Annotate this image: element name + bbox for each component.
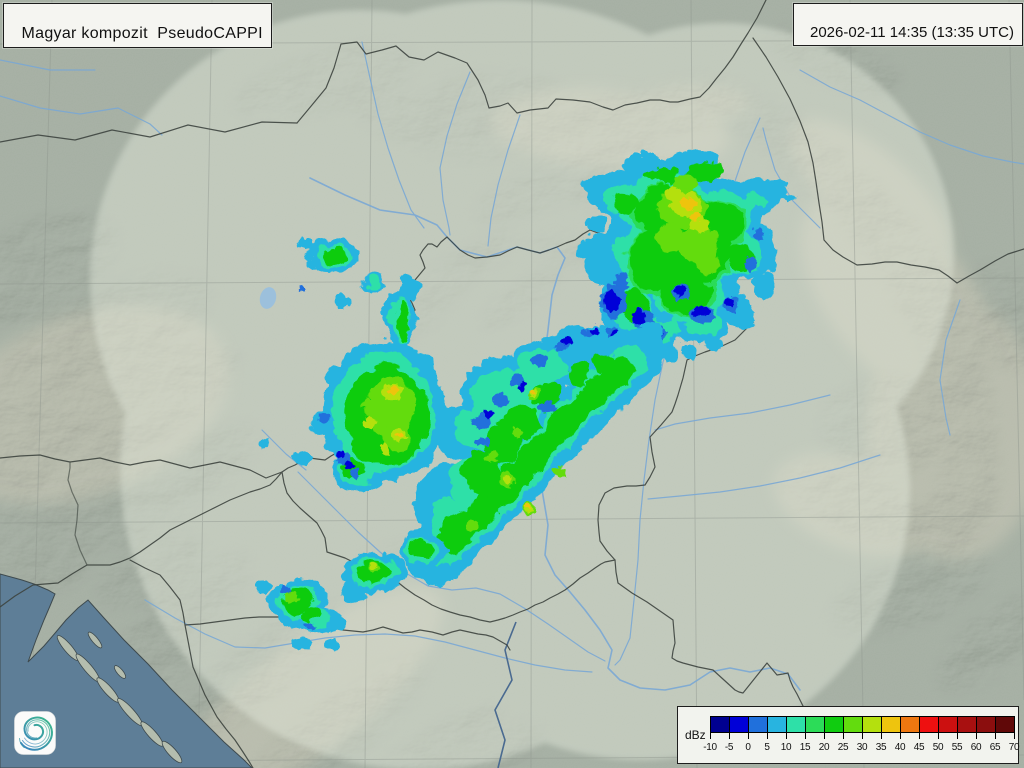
timestamp-label: 2026-02-11 14:35 (13:35 UTC) xyxy=(809,24,1014,41)
legend-tick xyxy=(729,732,730,739)
timestamp-box: 2026-02-11 14:35 (13:35 UTC) xyxy=(792,3,1023,46)
river-sava xyxy=(144,599,593,673)
river-drava xyxy=(297,471,606,662)
legend-tick-label: 70 xyxy=(1008,742,1020,753)
border-north xyxy=(296,0,767,124)
spiral-icon xyxy=(19,716,53,751)
echo-south-cyan-dots xyxy=(254,580,337,648)
border-at-slo xyxy=(0,454,283,479)
legend-tick xyxy=(995,732,996,739)
legend-color-cell xyxy=(900,716,920,733)
legend-tick xyxy=(824,732,825,739)
reflectivity-legend: dBz -10 -5 0 5 10 15 20 25 30 35 40 45 50 55 60 65 70 xyxy=(677,706,1020,764)
echo-south-yellowgreen xyxy=(367,562,375,568)
legend-tick-label: 50 xyxy=(932,742,944,753)
echo-ne-yellow xyxy=(678,196,699,218)
river-olt xyxy=(939,299,961,436)
islands xyxy=(56,631,183,764)
echo-west-darkblue xyxy=(334,449,352,467)
legend-color-cell xyxy=(976,716,996,733)
legend-color-scale xyxy=(710,716,1015,733)
radar-echo-layer xyxy=(254,146,794,648)
legend-tick-label: 15 xyxy=(799,742,811,753)
legend-tick xyxy=(748,732,749,739)
legend-tick xyxy=(938,732,939,739)
echo-band-darkblue xyxy=(481,327,616,416)
border-it-slo xyxy=(67,461,88,566)
legend-color-cell xyxy=(805,716,825,733)
legend-tick xyxy=(919,732,920,739)
legend-color-cell xyxy=(729,716,749,733)
met-service-logo xyxy=(14,711,56,755)
legend-tick-label: -5 xyxy=(724,742,734,753)
legend-tick xyxy=(976,732,977,739)
legend-color-cell xyxy=(767,716,787,733)
legend-tick-label: 55 xyxy=(951,742,963,753)
legend-unit-label: dBz xyxy=(685,728,706,742)
river-koros xyxy=(654,394,831,431)
legend-color-cell xyxy=(710,716,730,733)
legend-tick xyxy=(767,732,768,739)
legend-tick-label: 40 xyxy=(894,742,906,753)
river-maros xyxy=(647,454,881,500)
legend-color-cell xyxy=(843,716,863,733)
river-small-top xyxy=(0,59,96,71)
legend-color-cell xyxy=(919,716,939,733)
legend-tick xyxy=(843,732,844,739)
legend-tick-label: 5 xyxy=(764,742,770,753)
river-small-nw xyxy=(0,95,163,136)
river-szamos xyxy=(762,127,821,229)
legend-tick xyxy=(805,732,806,739)
product-title-box: Magyar kompozit PseudoCAPPI xyxy=(3,3,272,48)
legend-tick-label: 45 xyxy=(913,742,925,753)
legend-tick xyxy=(900,732,901,739)
legend-color-cell xyxy=(748,716,768,733)
legend-tick xyxy=(881,732,882,739)
legend-color-cell xyxy=(995,716,1015,733)
legend-tick xyxy=(957,732,958,739)
legend-tick xyxy=(786,732,787,739)
echo-ne-yellowgreen xyxy=(663,185,707,230)
legend-tick-label: 30 xyxy=(856,742,868,753)
legend-tick-label: 25 xyxy=(837,742,849,753)
legend-color-cell xyxy=(957,716,977,733)
river-vah xyxy=(439,71,471,236)
river-mura xyxy=(261,429,307,471)
legend-tick-label: 65 xyxy=(989,742,1001,753)
river-morava xyxy=(361,41,425,229)
legend-tick xyxy=(862,732,863,739)
border-ro-srb xyxy=(614,559,804,707)
echo-south-blue xyxy=(278,584,313,629)
border-cz-at xyxy=(0,121,298,143)
legend-color-cell xyxy=(786,716,806,733)
legend-color-cell xyxy=(881,716,901,733)
legend-color-cell xyxy=(862,716,882,733)
legend-tick-label: 10 xyxy=(780,742,792,753)
legend-tick-label: 0 xyxy=(745,742,751,753)
legend-tick-label: 60 xyxy=(970,742,982,753)
legend-tick-label: -10 xyxy=(703,742,717,753)
echo-band-yellow xyxy=(523,387,533,508)
legend-tick xyxy=(710,732,711,739)
river-hron xyxy=(487,114,521,247)
legend-color-cell xyxy=(938,716,958,733)
product-title: Magyar kompozit PseudoCAPPI xyxy=(21,25,263,42)
adriatic-sea xyxy=(0,573,253,768)
legend-tick-label: 35 xyxy=(875,742,887,753)
border-slo-hr xyxy=(0,471,283,608)
legend-tick xyxy=(1014,732,1015,739)
river-upper-tisza xyxy=(799,69,1024,165)
echo-west-cyan-dots xyxy=(257,236,348,446)
border-ua-ro xyxy=(752,37,1024,284)
border-hr-bih-west xyxy=(129,559,254,768)
legend-color-cell xyxy=(824,716,844,733)
echo-west-yellow xyxy=(387,385,402,436)
border-hr-bih-north xyxy=(184,616,511,651)
legend-tick-label: 20 xyxy=(818,742,830,753)
